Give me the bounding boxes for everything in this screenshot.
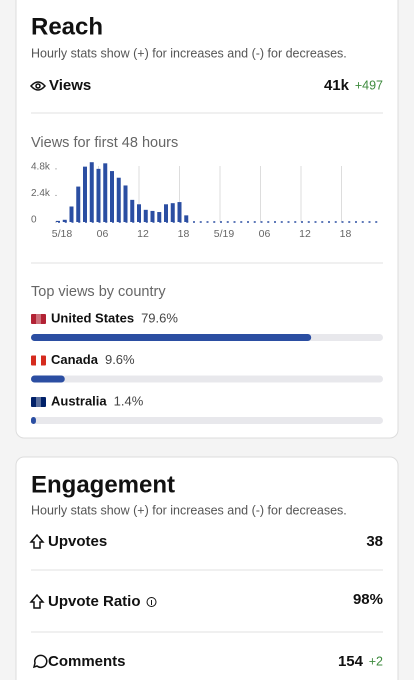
country-bar [31,334,312,341]
countries: United States 79.6% Canada 9.6% Australia 1.4… [31,310,383,424]
reach-subtitle: Hourly stats show (+) for increases and … [31,46,347,60]
upvotes-label: Upvotes [48,533,107,550]
bar-track [31,417,383,424]
x-tick-label: 18 [340,228,352,240]
flag [31,314,46,324]
countries-title: Top views by country [31,284,166,300]
bar [164,204,168,222]
views-label: Views [49,77,91,94]
country-bar [31,375,65,383]
bar [116,177,121,222]
bar [76,186,81,222]
bar [69,206,74,222]
bar [103,163,108,222]
engagement-subtitle: Hourly stats show (+) for increases and … [31,503,347,517]
bar [130,199,135,222]
bar [150,210,155,222]
flag-detail [36,397,41,407]
x-tick-label: 18 [178,228,190,240]
ratio-label: Upvote Ratio [48,593,141,610]
comment-icon [32,654,48,669]
flag [31,397,46,407]
country-percent: 9.6% [105,352,135,367]
x-tick-label: 12 [299,228,311,240]
bar [137,204,141,222]
bar [96,168,101,222]
bar-track [31,375,383,383]
bar [157,212,162,222]
views-value: 41k [324,77,350,94]
x-tick-label: 06 [259,228,271,240]
bar [83,166,87,222]
x-tick-label: 5/19 [214,228,235,240]
engagement-title: Engagement [31,471,175,498]
country-name: Australia [51,393,107,408]
bar [143,209,148,222]
engagement-card [15,456,399,680]
bar [123,185,128,222]
upvotes-value: 38 [366,533,383,550]
comments-label: Comments [48,653,126,670]
country-name: United States [51,310,134,325]
y-tick-label: 2.4k [31,188,51,199]
comments-value: 154 [338,653,364,670]
bar [184,215,189,222]
comments-change: +2 [369,654,383,668]
country-bar [31,417,36,424]
bar [56,220,60,222]
country-name: Canada [51,352,99,367]
country-percent: 1.4% [114,393,144,408]
bar [89,162,94,222]
country-percent: 79.6% [141,310,178,325]
flag-detail [36,355,41,366]
views-chart: 5/18 06 12 18 5/19 06 12 18 0 2.4k 4.8k [31,161,382,240]
flag-detail [36,314,41,324]
reach-card [15,0,399,439]
x-tick-label: 12 [137,228,149,240]
bar [110,171,114,222]
chart-title: Views for first 48 hours [31,135,178,151]
bar [170,203,175,222]
bar [62,219,67,222]
y-tick-label: 4.8k [31,161,51,172]
x-tick-label: 06 [97,228,109,240]
info-icon[interactable] [146,597,157,607]
y-tick-label: 0 [31,215,37,226]
ratio-value: 98% [353,591,383,608]
views-change: +497 [355,78,383,92]
reach-title: Reach [31,13,103,40]
x-tick-label: 5/18 [52,228,73,240]
upvote-icon [29,593,45,609]
upvote-icon [29,533,45,549]
bar [177,202,182,222]
eye-icon [30,81,46,91]
